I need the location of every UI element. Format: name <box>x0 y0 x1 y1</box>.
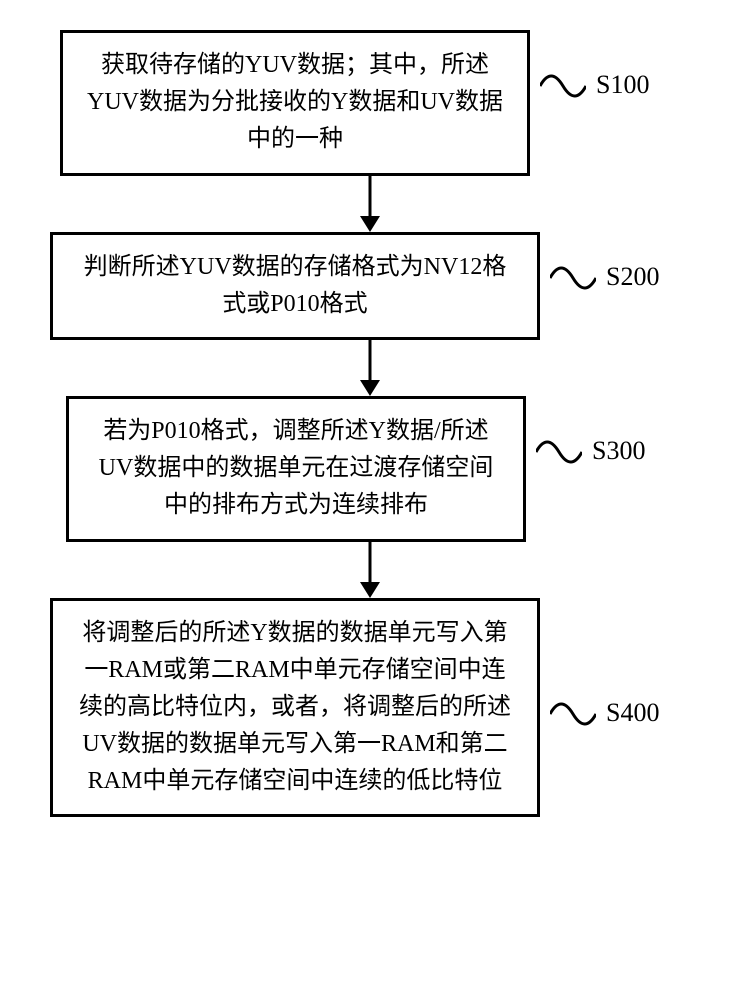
wave-icon <box>550 262 596 292</box>
flow-arrow <box>60 340 680 396</box>
step-box-s400: 将调整后的所述Y数据的数据单元写入第一RAM或第二RAM中单元存储空间中连续的高… <box>50 598 540 818</box>
wave-connector: S300 <box>536 436 645 466</box>
step-box-s200: 判断所述YUV数据的存储格式为NV12格式或P010格式 <box>50 232 540 340</box>
flowchart-container: 获取待存储的YUV数据；其中，所述YUV数据为分批接收的Y数据和UV数据中的一种… <box>60 30 680 817</box>
step-box-s300: 若为P010格式，调整所述Y数据/所述UV数据中的数据单元在过渡存储空间中的排布… <box>66 396 526 542</box>
flow-step: 若为P010格式，调整所述Y数据/所述UV数据中的数据单元在过渡存储空间中的排布… <box>60 396 680 542</box>
flow-arrow <box>60 542 680 598</box>
wave-icon <box>536 436 582 466</box>
wave-icon <box>550 698 596 728</box>
flow-step: 获取待存储的YUV数据；其中，所述YUV数据为分批接收的Y数据和UV数据中的一种… <box>60 30 680 176</box>
flow-step: 将调整后的所述Y数据的数据单元写入第一RAM或第二RAM中单元存储空间中连续的高… <box>60 598 680 818</box>
step-label: S400 <box>606 698 659 728</box>
step-label: S100 <box>596 70 649 100</box>
step-label: S200 <box>606 262 659 292</box>
flow-step: 判断所述YUV数据的存储格式为NV12格式或P010格式 S200 <box>60 232 680 340</box>
wave-icon <box>540 70 586 100</box>
wave-connector: S200 <box>550 262 659 292</box>
step-box-s100: 获取待存储的YUV数据；其中，所述YUV数据为分批接收的Y数据和UV数据中的一种 <box>60 30 530 176</box>
step-label: S300 <box>592 436 645 466</box>
wave-connector: S100 <box>540 70 649 100</box>
flow-arrow <box>60 176 680 232</box>
wave-connector: S400 <box>550 698 659 728</box>
